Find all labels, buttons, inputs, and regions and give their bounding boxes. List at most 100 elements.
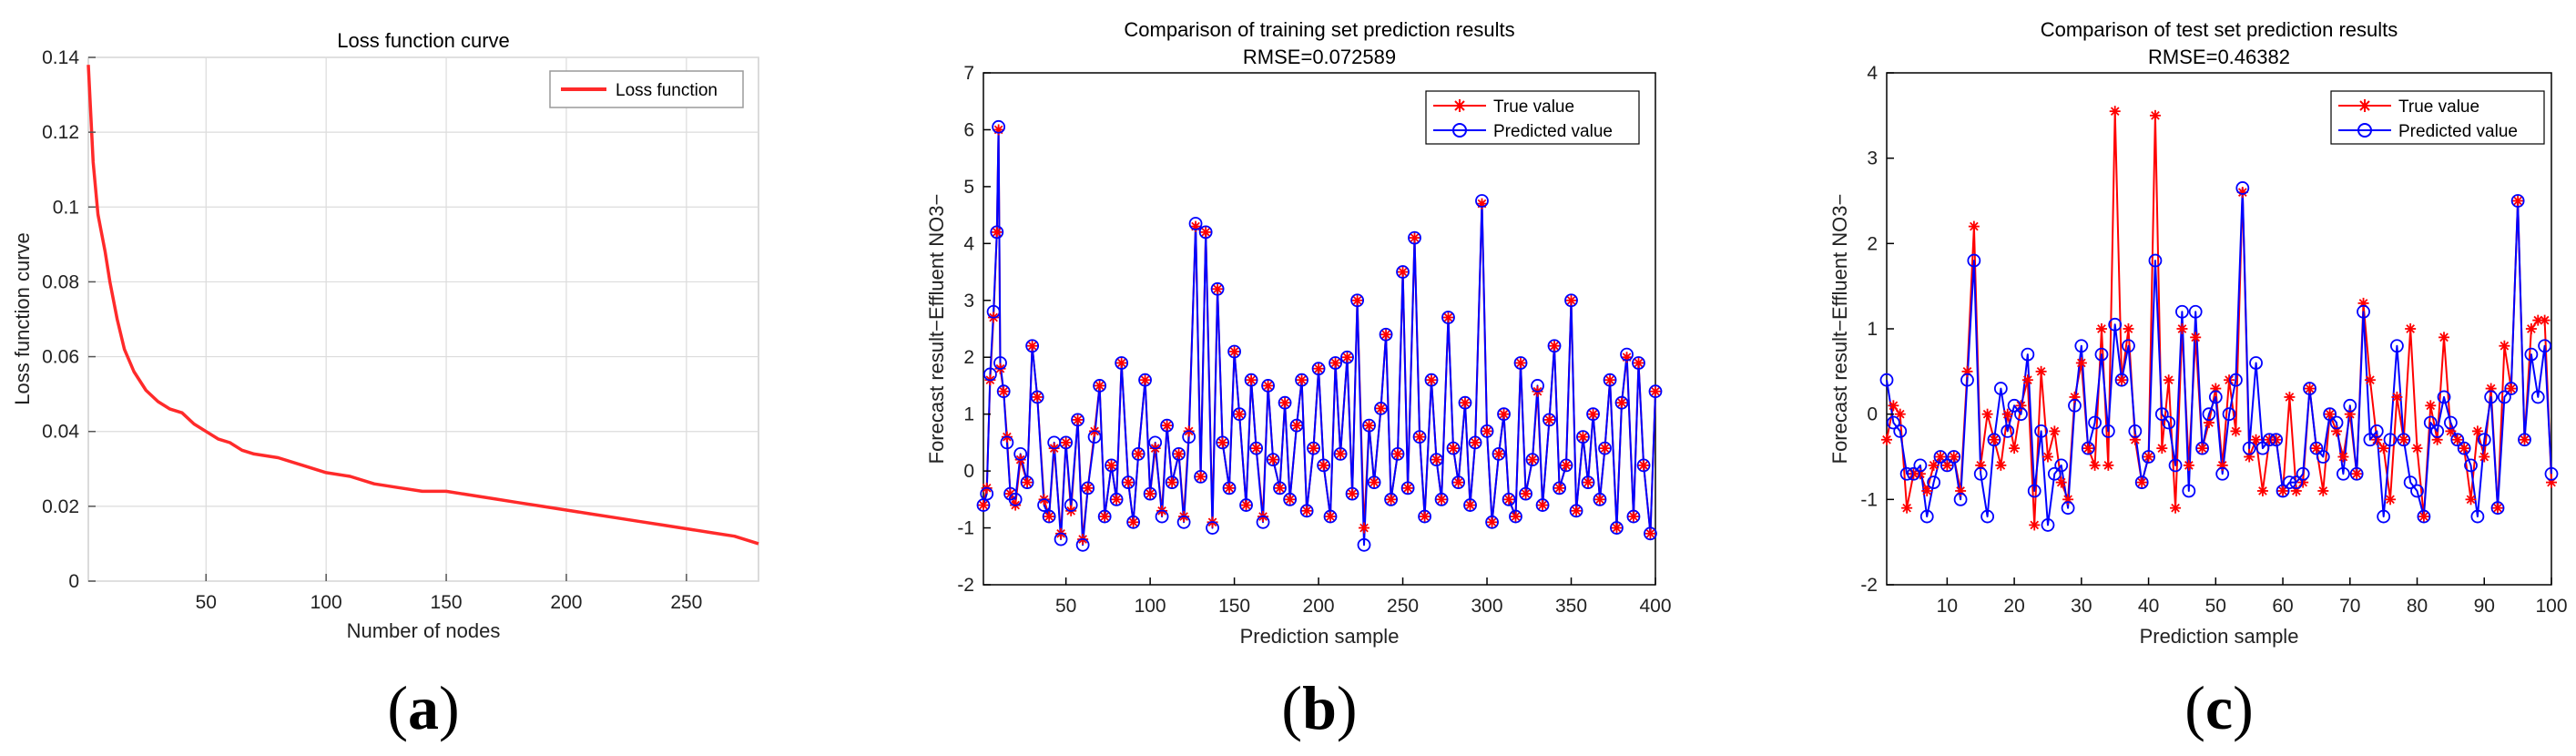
data-point-true: [1968, 220, 1980, 232]
data-point-true: [1901, 502, 1913, 514]
data-point-true: [1981, 408, 1993, 420]
data-point-predicted: [1013, 446, 1028, 461]
data-point-true: [1459, 397, 1471, 409]
data-point-true: [1195, 471, 1207, 483]
data-point-predicted: [1993, 382, 2008, 395]
y-tick-label: 2: [1867, 233, 1878, 254]
data-point-true: [1127, 516, 1139, 528]
data-point-predicted: [2215, 466, 2230, 481]
y-tick-label: 1: [1867, 319, 1878, 340]
data-point-predicted: [2195, 441, 2209, 455]
data-point-predicted: [993, 356, 1007, 370]
data-point-predicted: [2134, 475, 2149, 489]
data-point-true: [1240, 499, 1252, 511]
data-point-true: [2499, 340, 2510, 352]
series-layer: [976, 119, 1663, 552]
data-point-true: [2385, 494, 2397, 506]
data-point-predicted: [2255, 441, 2270, 455]
data-point-true: [1217, 436, 1228, 448]
y-tick-label: 2: [963, 347, 974, 368]
y-tick-label: 1: [963, 404, 974, 425]
data-point-true: [1599, 443, 1611, 455]
y-tick-label: 0.06: [42, 347, 79, 368]
data-point-predicted: [1256, 515, 1270, 529]
data-point-predicted: [1614, 395, 1629, 410]
data-point-true: [1604, 374, 1616, 386]
data-point-true: [1426, 374, 1437, 386]
panel-label-c: (c): [2184, 673, 2254, 742]
y-tick-label: 3: [1867, 148, 1878, 169]
data-point-true: [1928, 459, 1940, 471]
data-point-predicted: [1093, 379, 1107, 393]
data-point-predicted: [1188, 217, 1203, 230]
data-point-true: [1341, 352, 1353, 363]
y-tick-label: 0: [1867, 404, 1878, 425]
plot-area-background: [87, 56, 759, 582]
data-point-predicted: [1121, 475, 1135, 489]
data-point-true: [1520, 488, 1532, 500]
x-tick-label: 250: [1387, 596, 1419, 617]
data-point-predicted: [1172, 446, 1186, 461]
panel-label-b: (b): [1281, 673, 1357, 742]
data-point-true: [1397, 266, 1409, 278]
chart-title: Comparison of training set prediction re…: [1124, 18, 1514, 41]
data-point-true: [1044, 511, 1055, 523]
data-point-predicted: [1182, 430, 1196, 444]
data-point-true: [1123, 476, 1135, 488]
x-tick-label: 300: [1471, 596, 1503, 617]
data-point-true: [1032, 391, 1044, 403]
data-point-predicted: [1899, 466, 1914, 481]
data-point-true: [2109, 106, 2121, 117]
data-point-predicted: [1261, 379, 1275, 393]
data-point-true: [2465, 494, 2477, 506]
y-tick-label: 4: [1867, 63, 1878, 84]
series-layer: [1879, 106, 2559, 532]
data-point-predicted: [1148, 435, 1163, 450]
data-point-true: [1133, 448, 1145, 460]
data-point-true: [1442, 312, 1454, 323]
panel-label-a-open: (: [387, 673, 408, 742]
data-point-true: [1279, 397, 1291, 409]
data-point-true: [2190, 332, 2202, 343]
y-tick-label: 0.04: [42, 422, 79, 443]
data-point-true: [1638, 459, 1650, 471]
data-point-true: [1145, 488, 1156, 500]
data-point-true: [1284, 494, 1296, 506]
data-point-predicted: [2021, 347, 2035, 362]
data-point-true: [1139, 374, 1151, 386]
data-point-true: [1105, 459, 1117, 471]
x-tick-label: 10: [1937, 596, 1958, 617]
data-point-true: [1587, 408, 1599, 420]
data-point-predicted: [2094, 347, 2109, 362]
data-point-predicted: [2397, 433, 2411, 447]
data-point-predicted: [2222, 407, 2236, 422]
panel-c-test-comparison: -2 -1 0 1 2 3 4 10 20 30 40 50 60 70 80 90 100 Comparis…: [1828, 18, 2568, 742]
data-point-predicted: [1412, 430, 1427, 444]
x-axis-ticks: 50 100 150 200 250 300 350 400: [1055, 577, 1672, 617]
data-point-predicted: [2142, 450, 2155, 464]
grid-lines: [88, 56, 759, 582]
data-point-predicted: [1492, 446, 1506, 461]
y-axis-ticks: -2 -1 0 1 2 3 4 5 6 7: [957, 63, 991, 596]
data-point-true: [2519, 434, 2530, 445]
data-point-predicted: [1451, 475, 1465, 489]
data-point-true: [991, 226, 1003, 238]
data-point-predicted: [2323, 407, 2337, 422]
data-point-true: [1627, 511, 1639, 523]
data-point-true: [2103, 459, 2114, 471]
y-axis-label: Forecast result−Effluent NO3−: [1828, 194, 1851, 465]
data-point-predicted: [2269, 433, 2284, 447]
data-point-predicted: [1564, 293, 1578, 308]
data-point-true: [2304, 383, 2316, 394]
data-point-true: [2055, 476, 2067, 488]
data-point-true: [998, 385, 1010, 397]
data-point-predicted: [2510, 194, 2525, 208]
y-tick-label: 0: [68, 571, 79, 592]
data-point-true: [1082, 482, 1094, 494]
data-point-true: [1212, 283, 1224, 295]
data-point-predicted: [1593, 492, 1607, 506]
data-point-true: [1921, 485, 1933, 496]
data-point-predicted: [1610, 521, 1624, 535]
data-point-true: [1060, 436, 1072, 448]
data-point-true: [2525, 323, 2537, 334]
